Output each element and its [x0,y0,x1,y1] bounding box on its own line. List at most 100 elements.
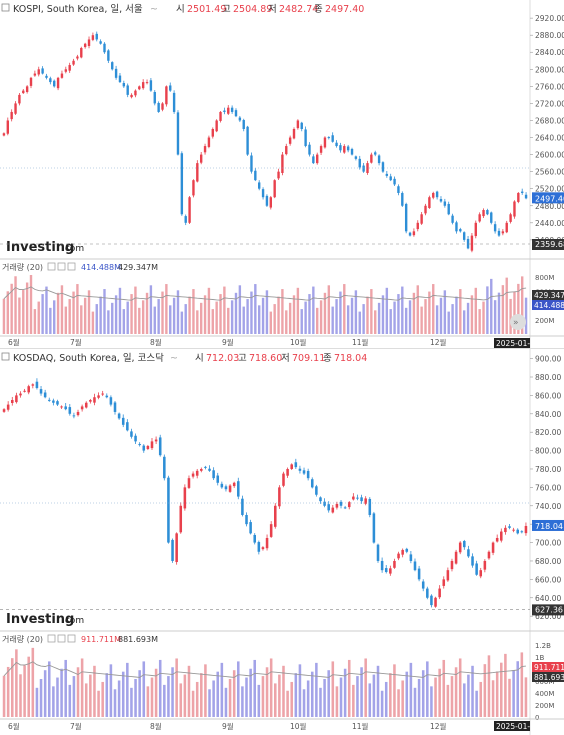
volume-bar [347,659,351,717]
volume-bar [277,296,280,334]
candle [310,477,314,489]
candle [103,42,106,54]
candle [500,528,503,543]
volume-bar [31,647,35,717]
candle [393,558,396,569]
volume-bar [430,686,433,717]
y-tick-label: 2720.00 [535,99,564,108]
volume-bar [242,306,245,334]
candle [99,39,102,45]
candle [273,179,276,199]
volume-bar [68,299,71,334]
volume-bar [121,671,125,717]
x-tick-label: 10월 [290,337,307,347]
candle [466,236,470,250]
volume-bar [339,677,343,717]
candle [215,119,218,133]
x-tick-label: 7월 [70,721,82,731]
volume-bar [207,287,211,334]
volume-bar [47,661,51,717]
candle [138,85,141,91]
candle [43,389,47,399]
volume-bar [60,285,64,334]
candle [364,496,367,506]
volume-bar [389,673,392,717]
volume-bar [64,306,68,334]
eye-icon[interactable] [47,262,56,271]
volume-bar [412,292,416,334]
volume-bar [122,309,126,334]
settings-icon[interactable] [57,634,66,643]
volume-bar [6,666,10,717]
candle [282,471,285,488]
candle [101,390,104,397]
volume-bar [99,296,102,334]
volume-bar [230,300,234,334]
candle [107,49,110,64]
volume-bar [25,282,29,334]
svg-text:2025-01-14: 2025-01-14 [496,722,540,731]
settings-icon[interactable] [57,262,66,271]
kosdaq-title: KOSDAQ, South Korea, 일, 코스닥 [13,353,164,364]
candle [315,484,318,497]
candle [443,198,447,208]
candle [421,579,425,592]
volume-bar [282,665,285,717]
volume-bar [265,667,269,717]
y-tick-label: 2640.00 [535,134,564,143]
volume-bar [130,687,133,717]
kospi-time-axis: 6월 7월 8월 9월 10월 11월 12월 [8,337,447,347]
y-tick-label: 640.00 [535,594,561,603]
svg-text:종: 종 [323,353,332,364]
volume-bar [114,295,118,334]
volume-bar [45,286,48,334]
candle [298,465,302,474]
close-icon[interactable] [67,634,76,643]
x-tick-label: 8월 [150,337,162,347]
candle [475,560,478,576]
candle [490,211,493,225]
candle [254,168,257,182]
volume-bar [101,681,104,717]
candle [360,494,363,504]
candle [470,233,474,253]
candle [83,42,87,49]
volume-bar [93,665,96,717]
collapse-icon[interactable] [1,3,10,12]
volume-bar [323,679,326,717]
collapse-icon[interactable] [1,352,10,361]
candle [37,66,40,77]
volume-bar [439,297,443,334]
y-tick-label: 860.00 [535,391,561,400]
close-icon[interactable] [67,262,76,271]
candle [138,442,141,447]
volume-bar [278,674,281,717]
volume-bar [80,658,84,717]
volume-bar [310,671,314,717]
kospi-price-axis: 2920.00 2880.00 2840.00 2800.00 2760.00 2720.… [530,14,564,245]
volume-bar [417,679,421,717]
svg-text:429.347M: 429.347M [534,291,564,300]
scroll-to-latest-button[interactable]: » [510,314,526,330]
candle [508,524,511,530]
candle [497,228,501,237]
volume-bar [257,684,261,717]
candle [339,142,342,153]
candle [31,383,35,389]
volume-bar [187,665,191,717]
svg-text:414.488M: 414.488M [534,301,564,310]
volume-bar [142,661,146,717]
volume-bar [179,683,183,717]
candle [95,31,98,42]
candle [524,192,528,200]
volume-bar [364,658,367,717]
volume-bar [15,649,18,717]
y-tick-label: 880.00 [535,373,561,382]
candle [187,475,191,489]
eye-icon[interactable] [47,634,56,643]
candle [368,497,372,518]
candle [145,79,149,85]
candle [142,444,146,453]
volume-bar [434,677,437,717]
